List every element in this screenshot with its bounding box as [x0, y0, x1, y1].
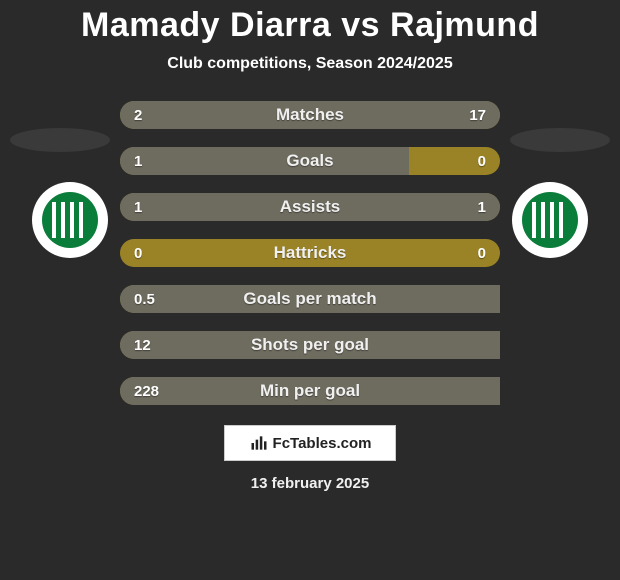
stat-value-right: 17 [469, 107, 486, 124]
stat-value-right: 1 [478, 199, 486, 216]
brand-text: FcTables.com [273, 435, 372, 452]
club-logo-right [510, 180, 590, 260]
stat-value-right: 0 [478, 153, 486, 170]
club-logo-left [30, 180, 110, 260]
stat-label: Matches [120, 105, 500, 125]
stat-label: Min per goal [120, 381, 500, 401]
chart-icon [249, 433, 269, 453]
stats-bars: 2Matches171Goals01Assists10Hattricks00.5… [120, 101, 500, 405]
footer-date: 13 february 2025 [251, 475, 369, 492]
brand-box[interactable]: FcTables.com [224, 425, 396, 461]
stat-row: 0.5Goals per match [120, 285, 500, 313]
stat-value-right: 0 [478, 245, 486, 262]
stat-row: 1Assists1 [120, 193, 500, 221]
stat-label: Hattricks [120, 243, 500, 263]
comparison-card: Mamady Diarra vs Rajmund Club competitio… [0, 0, 620, 580]
stat-row: 1Goals0 [120, 147, 500, 175]
stat-row: 2Matches17 [120, 101, 500, 129]
player-shadow-right [510, 128, 610, 152]
stat-label: Shots per goal [120, 335, 500, 355]
club-crest-icon [510, 180, 590, 260]
club-crest-icon [30, 180, 110, 260]
page-title: Mamady Diarra vs Rajmund [81, 6, 539, 45]
stat-label: Assists [120, 197, 500, 217]
stat-row: 12Shots per goal [120, 331, 500, 359]
stat-label: Goals [120, 151, 500, 171]
stat-row: 0Hattricks0 [120, 239, 500, 267]
player-shadow-left [10, 128, 110, 152]
stat-row: 228Min per goal [120, 377, 500, 405]
stat-label: Goals per match [120, 289, 500, 309]
subtitle: Club competitions, Season 2024/2025 [167, 55, 452, 73]
